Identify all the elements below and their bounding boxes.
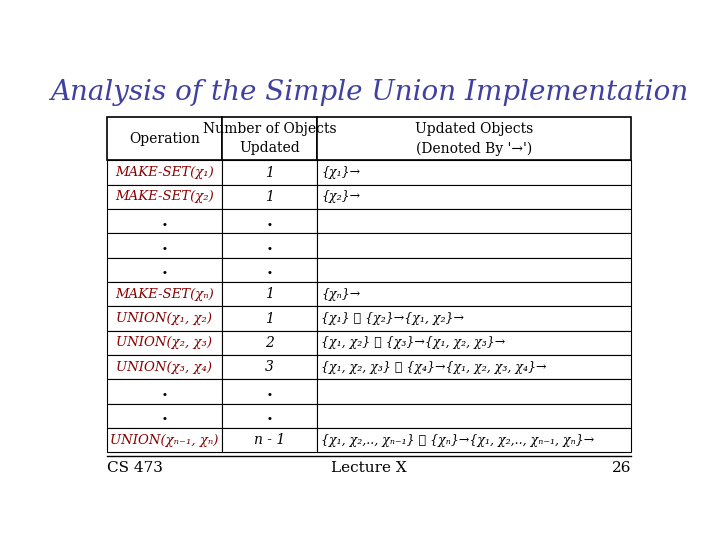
Text: .: . [161,213,167,230]
FancyBboxPatch shape [107,380,222,404]
Text: 2: 2 [265,336,274,350]
Text: MAKE-SET(χₙ): MAKE-SET(χₙ) [115,288,214,301]
Text: {χ₁, χ₂,.., χₙ₋₁} ⋃ {χₙ}→{χ₁, χ₂,.., χₙ₋₁, χₙ}→: {χ₁, χ₂,.., χₙ₋₁} ⋃ {χₙ}→{χ₁, χ₂,.., χₙ₋… [321,434,594,447]
Text: 1: 1 [265,312,274,326]
Text: 1: 1 [265,166,274,180]
FancyBboxPatch shape [222,160,317,185]
FancyBboxPatch shape [317,428,631,453]
Text: {χ₁, χ₂} ⋃ {χ₃}→{χ₁, χ₂, χ₃}→: {χ₁, χ₂} ⋃ {χ₃}→{χ₁, χ₂, χ₃}→ [321,336,505,349]
FancyBboxPatch shape [222,209,317,233]
Text: {χ₁, χ₂, χ₃} ⋃ {χ₄}→{χ₁, χ₂, χ₃, χ₄}→: {χ₁, χ₂, χ₃} ⋃ {χ₄}→{χ₁, χ₂, χ₃, χ₄}→ [321,361,546,374]
FancyBboxPatch shape [222,117,317,160]
FancyBboxPatch shape [317,404,631,428]
Text: {χ₂}→: {χ₂}→ [321,191,360,204]
FancyBboxPatch shape [222,282,317,306]
Text: Operation: Operation [129,132,200,146]
Text: 1: 1 [265,287,274,301]
Text: {χ₁}→: {χ₁}→ [321,166,360,179]
Text: MAKE-SET(χ₂): MAKE-SET(χ₂) [115,191,214,204]
Text: Lecture X: Lecture X [331,461,407,475]
FancyBboxPatch shape [317,306,631,330]
FancyBboxPatch shape [107,428,222,453]
FancyBboxPatch shape [222,258,317,282]
FancyBboxPatch shape [107,355,222,380]
Text: Number of Objects
Updated: Number of Objects Updated [202,122,336,156]
FancyBboxPatch shape [317,330,631,355]
Text: MAKE-SET(χ₁): MAKE-SET(χ₁) [115,166,214,179]
Text: .: . [266,407,272,424]
FancyBboxPatch shape [107,404,222,428]
Text: UNION(χ₁, χ₂): UNION(χ₁, χ₂) [117,312,212,325]
FancyBboxPatch shape [107,209,222,233]
FancyBboxPatch shape [107,160,222,185]
FancyBboxPatch shape [222,185,317,209]
FancyBboxPatch shape [222,233,317,258]
FancyBboxPatch shape [107,117,222,160]
Text: {χₙ}→: {χₙ}→ [321,288,360,301]
FancyBboxPatch shape [222,306,317,330]
Text: .: . [161,261,167,279]
Text: Analysis of the Simple Union Implementation: Analysis of the Simple Union Implementat… [50,79,688,106]
Text: 1: 1 [265,190,274,204]
Text: {χ₁} ⋃ {χ₂}→{χ₁, χ₂}→: {χ₁} ⋃ {χ₂}→{χ₁, χ₂}→ [321,312,464,325]
FancyBboxPatch shape [222,428,317,453]
Text: .: . [161,383,167,400]
Text: .: . [266,213,272,230]
Text: 26: 26 [612,461,631,475]
Text: 3: 3 [265,360,274,374]
Text: .: . [161,407,167,424]
FancyBboxPatch shape [317,160,631,185]
FancyBboxPatch shape [317,380,631,404]
Text: Updated Objects
(Denoted By '→'): Updated Objects (Denoted By '→') [415,122,533,156]
FancyBboxPatch shape [222,330,317,355]
FancyBboxPatch shape [107,306,222,330]
FancyBboxPatch shape [317,258,631,282]
FancyBboxPatch shape [317,209,631,233]
FancyBboxPatch shape [317,233,631,258]
FancyBboxPatch shape [107,185,222,209]
Text: CS 473: CS 473 [107,461,163,475]
FancyBboxPatch shape [107,233,222,258]
FancyBboxPatch shape [107,330,222,355]
FancyBboxPatch shape [317,185,631,209]
Text: UNION(χ₂, χ₃): UNION(χ₂, χ₃) [117,336,212,349]
Text: .: . [266,237,272,254]
FancyBboxPatch shape [317,355,631,380]
Text: .: . [266,261,272,279]
Text: n - 1: n - 1 [253,433,285,447]
FancyBboxPatch shape [107,282,222,306]
FancyBboxPatch shape [222,380,317,404]
FancyBboxPatch shape [317,282,631,306]
Text: UNION(χ₃, χ₄): UNION(χ₃, χ₄) [117,361,212,374]
FancyBboxPatch shape [107,258,222,282]
FancyBboxPatch shape [222,404,317,428]
Text: UNION(χₙ₋₁, χₙ): UNION(χₙ₋₁, χₙ) [110,434,219,447]
FancyBboxPatch shape [317,117,631,160]
Text: .: . [266,383,272,400]
FancyBboxPatch shape [222,355,317,380]
Text: .: . [161,237,167,254]
